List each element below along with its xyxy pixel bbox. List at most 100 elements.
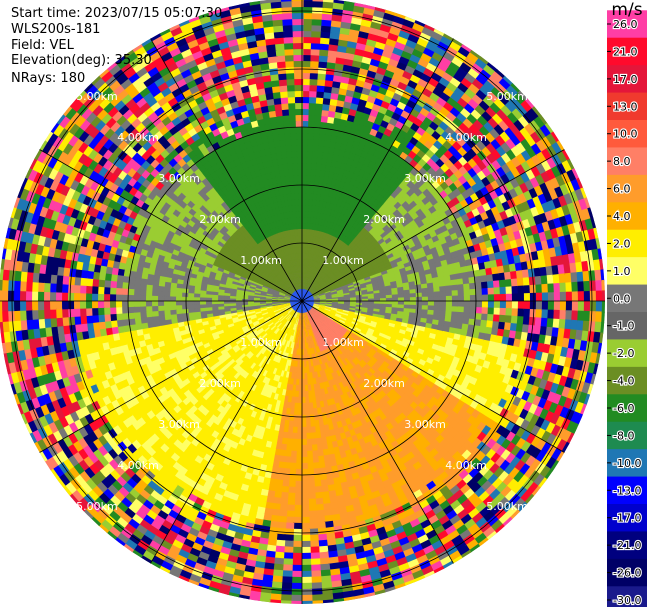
velocity-cell xyxy=(267,345,274,353)
velocity-cell xyxy=(320,282,327,287)
velocity-cell xyxy=(286,347,291,354)
velocity-cell xyxy=(369,258,377,265)
velocity-cell xyxy=(319,293,326,297)
velocity-cell xyxy=(340,353,347,360)
velocity-cell xyxy=(319,302,327,304)
velocity-cell xyxy=(247,336,255,342)
velocity-cell xyxy=(274,368,280,376)
velocity-cell xyxy=(325,335,331,342)
velocity-cell xyxy=(311,289,318,294)
velocity-cell xyxy=(356,336,364,342)
velocity-cell xyxy=(268,256,274,264)
velocity-cell xyxy=(286,307,293,312)
velocity-cell xyxy=(318,278,324,284)
velocity-cell xyxy=(347,248,355,256)
velocity-cell xyxy=(284,293,292,297)
velocity-cell xyxy=(247,234,255,242)
velocity-cell xyxy=(320,264,325,271)
velocity-cell xyxy=(298,282,301,290)
velocity-cell xyxy=(320,324,326,330)
velocity-cell xyxy=(350,343,358,350)
velocity-cell xyxy=(157,305,165,312)
velocity-cell xyxy=(294,271,298,278)
velocity-cell xyxy=(337,339,345,347)
velocity-cell xyxy=(284,320,290,327)
velocity-cell xyxy=(295,270,298,278)
velocity-cell xyxy=(261,254,268,261)
velocity-cell xyxy=(337,264,344,271)
velocity-cell xyxy=(298,276,301,284)
velocity-cell xyxy=(284,261,289,269)
velocity-cell xyxy=(254,271,262,277)
velocity-cell xyxy=(338,256,345,263)
velocity-cell xyxy=(271,334,278,341)
velocity-cell xyxy=(281,332,287,340)
velocity-cell xyxy=(342,325,350,331)
velocity-cell xyxy=(241,258,249,265)
velocity-cell xyxy=(349,250,357,258)
velocity-cell xyxy=(319,280,326,286)
velocity-cell xyxy=(312,334,317,342)
velocity-cell xyxy=(348,309,356,313)
velocity-cell xyxy=(321,251,327,258)
velocity-cell xyxy=(249,248,257,256)
velocity-cell xyxy=(279,231,285,239)
velocity-cell xyxy=(243,284,251,288)
velocity-cell xyxy=(260,331,267,338)
velocity-cell xyxy=(291,342,295,349)
velocity-cell xyxy=(321,273,327,279)
velocity-cell xyxy=(338,276,345,282)
velocity-cell xyxy=(323,310,330,315)
velocity-cell xyxy=(274,259,280,267)
velocity-cell xyxy=(259,294,267,298)
velocity-cell xyxy=(239,275,247,281)
velocity-cell xyxy=(269,346,275,354)
velocity-cell xyxy=(310,235,314,242)
velocity-cell xyxy=(308,265,311,272)
velocity-cell xyxy=(264,317,271,323)
velocity-cell xyxy=(331,306,338,309)
velocity-cell xyxy=(303,342,306,350)
velocity-cell xyxy=(371,250,380,257)
velocity-cell xyxy=(245,276,253,281)
velocity-cell xyxy=(306,312,310,319)
velocity-cell xyxy=(278,375,284,384)
velocity-cell xyxy=(290,310,295,316)
velocity-cell xyxy=(276,343,281,351)
velocity-cell xyxy=(307,246,310,254)
velocity-cell xyxy=(259,321,267,327)
velocity-cell xyxy=(347,282,354,287)
velocity-cell xyxy=(299,361,302,368)
velocity-cell xyxy=(313,347,317,354)
velocity-cell xyxy=(345,265,353,271)
velocity-cell xyxy=(357,334,365,340)
velocity-cell xyxy=(328,214,334,223)
velocity-cell xyxy=(233,259,242,265)
velocity-cell xyxy=(279,279,285,285)
velocity-cell xyxy=(301,379,305,386)
velocity-cell xyxy=(352,331,360,337)
velocity-cell xyxy=(323,349,329,357)
velocity-cell xyxy=(333,244,340,252)
velocity-cell xyxy=(313,305,320,309)
velocity-cell xyxy=(354,312,362,316)
velocity-cell xyxy=(256,268,264,275)
velocity-cell xyxy=(271,294,279,297)
velocity-cell xyxy=(322,336,328,344)
velocity-cell xyxy=(330,235,337,243)
velocity-cell xyxy=(247,302,255,305)
velocity-cell xyxy=(322,232,328,240)
velocity-cell xyxy=(302,222,306,230)
velocity-cell xyxy=(311,273,316,280)
velocity-cell xyxy=(319,279,325,285)
velocity-cell xyxy=(236,254,244,261)
velocity-cell xyxy=(318,237,323,244)
velocity-cell xyxy=(324,245,329,253)
velocity-cell xyxy=(312,247,316,255)
velocity-cell xyxy=(317,339,322,347)
velocity-cell xyxy=(326,233,332,241)
velocity-cell xyxy=(267,359,274,367)
velocity-cell xyxy=(335,369,342,378)
velocity-cell xyxy=(292,336,296,343)
velocity-cell xyxy=(295,312,299,319)
